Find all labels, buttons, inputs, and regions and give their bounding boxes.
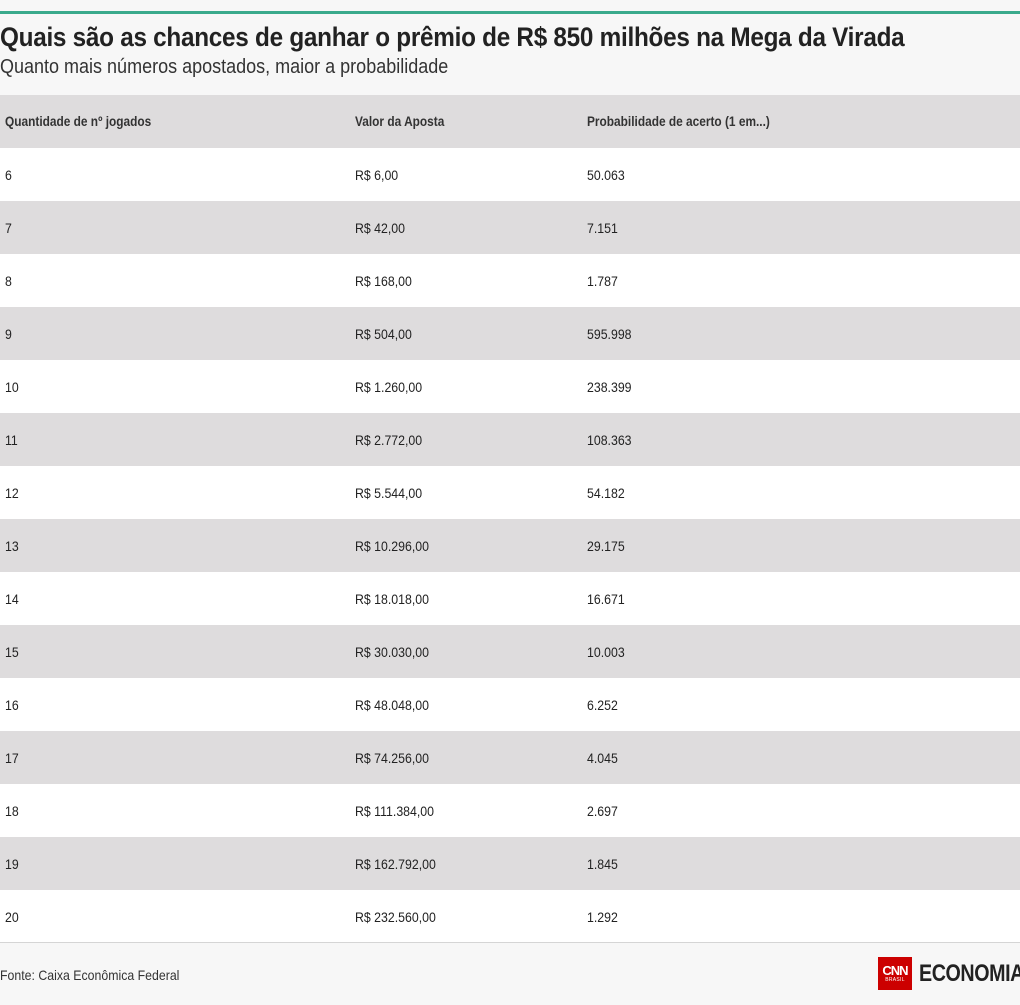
table-row: 12 R$ 5.544,00 54.182 — [0, 466, 1020, 519]
column-header-bet-value: Valor da Aposta — [355, 114, 445, 129]
table-row: 16 R$ 48.048,00 6.252 — [0, 678, 1020, 731]
cell-quantity: 19 — [5, 855, 19, 872]
cell-bet-value: R$ 1.260,00 — [355, 378, 423, 395]
cell-quantity: 10 — [5, 378, 19, 395]
cnn-logo-box: CNN BRASIL — [878, 957, 912, 990]
cell-quantity: 8 — [5, 272, 12, 289]
table-body: 6 R$ 6,00 50.063 7 R$ 42,00 7.151 8 R$ 168,00 1.… — [0, 148, 1020, 943]
cnn-logo-subtext: BRASIL — [885, 977, 905, 983]
table-row: 8 R$ 168,00 1.787 — [0, 254, 1020, 307]
cell-bet-value: R$ 6,00 — [355, 166, 399, 183]
cell-probability: 108.363 — [587, 431, 632, 448]
cell-probability: 1.292 — [587, 908, 618, 925]
cell-quantity: 15 — [5, 643, 19, 660]
chart-header: Quais são as chances de ganhar o prêmio … — [0, 18, 1020, 78]
cell-bet-value: R$ 5.544,00 — [355, 484, 423, 501]
cell-bet-value: R$ 48.048,00 — [355, 696, 429, 713]
table-row: 7 R$ 42,00 7.151 — [0, 201, 1020, 254]
cell-quantity: 13 — [5, 537, 19, 554]
table-row: 19 R$ 162.792,00 1.845 — [0, 837, 1020, 890]
cell-bet-value: R$ 30.030,00 — [355, 643, 429, 660]
table-row: 6 R$ 6,00 50.063 — [0, 148, 1020, 201]
table-row: 14 R$ 18.018,00 16.671 — [0, 572, 1020, 625]
cell-quantity: 9 — [5, 325, 12, 342]
cell-probability: 4.045 — [587, 749, 618, 766]
table-row: 10 R$ 1.260,00 238.399 — [0, 360, 1020, 413]
cell-quantity: 17 — [5, 749, 19, 766]
cell-probability: 50.063 — [587, 166, 625, 183]
cell-bet-value: R$ 504,00 — [355, 325, 412, 342]
cell-bet-value: R$ 232.560,00 — [355, 908, 436, 925]
cell-probability: 54.182 — [587, 484, 625, 501]
cnn-economia-logo: CNN BRASIL ECONOMIA — [878, 957, 1020, 990]
cell-bet-value: R$ 10.296,00 — [355, 537, 429, 554]
table-row: 20 R$ 232.560,00 1.292 — [0, 890, 1020, 943]
cell-bet-value: R$ 42,00 — [355, 219, 406, 236]
cell-quantity: 7 — [5, 219, 12, 236]
footer-divider — [0, 942, 1020, 943]
chart-subtitle: Quanto mais números apostados, maior a p… — [0, 56, 449, 78]
table-row: 13 R$ 10.296,00 29.175 — [0, 519, 1020, 572]
cell-bet-value: R$ 18.018,00 — [355, 590, 429, 607]
cell-probability: 1.845 — [587, 855, 618, 872]
table-row: 11 R$ 2.772,00 108.363 — [0, 413, 1020, 466]
column-header-probability: Probabilidade de acerto (1 em...) — [587, 114, 770, 129]
cell-bet-value: R$ 2.772,00 — [355, 431, 423, 448]
table-row: 9 R$ 504,00 595.998 — [0, 307, 1020, 360]
cell-probability: 16.671 — [587, 590, 625, 607]
economia-wordmark: ECONOMIA — [919, 960, 1020, 987]
cell-probability: 6.252 — [587, 696, 618, 713]
cnn-logo-text: CNN — [882, 963, 908, 978]
cell-probability: 2.697 — [587, 802, 618, 819]
cell-bet-value: R$ 111.384,00 — [355, 802, 435, 819]
cell-quantity: 14 — [5, 590, 19, 607]
cell-probability: 238.399 — [587, 378, 632, 395]
table-row: 17 R$ 74.256,00 4.045 — [0, 731, 1020, 784]
table-row: 18 R$ 111.384,00 2.697 — [0, 784, 1020, 837]
source-note: Fonte: Caixa Econômica Federal — [0, 967, 180, 983]
chart-title: Quais são as chances de ganhar o prêmio … — [0, 22, 905, 52]
cell-bet-value: R$ 162.792,00 — [355, 855, 436, 872]
table-header-row: Quantidade de nº jogados Valor da Aposta… — [0, 95, 1020, 148]
cell-probability: 595.998 — [587, 325, 632, 342]
cell-bet-value: R$ 74.256,00 — [355, 749, 429, 766]
cell-quantity: 6 — [5, 166, 12, 183]
cell-probability: 29.175 — [587, 537, 625, 554]
cell-quantity: 12 — [5, 484, 19, 501]
cell-quantity: 11 — [5, 431, 18, 448]
cell-quantity: 18 — [5, 802, 19, 819]
cell-probability: 7.151 — [587, 219, 618, 236]
cell-probability: 10.003 — [587, 643, 625, 660]
cell-quantity: 20 — [5, 908, 19, 925]
cell-probability: 1.787 — [587, 272, 618, 289]
data-table: Quantidade de nº jogados Valor da Aposta… — [0, 95, 1020, 943]
column-header-quantity: Quantidade de nº jogados — [5, 114, 152, 129]
cell-quantity: 16 — [5, 696, 19, 713]
top-accent-rule — [0, 11, 1020, 14]
cell-bet-value: R$ 168,00 — [355, 272, 412, 289]
table-row: 15 R$ 30.030,00 10.003 — [0, 625, 1020, 678]
